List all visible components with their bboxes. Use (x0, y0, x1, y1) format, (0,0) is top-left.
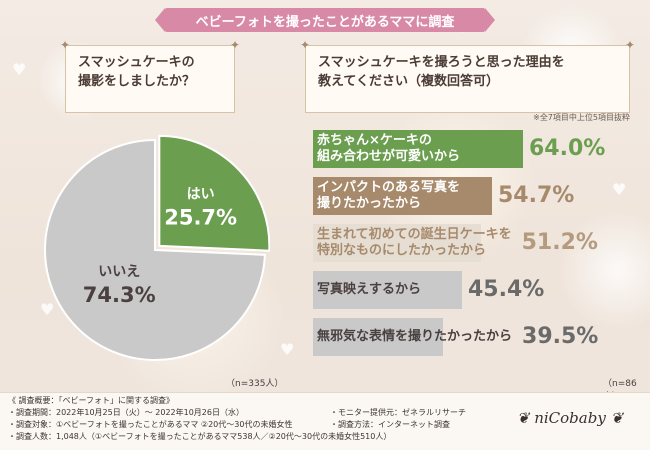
bar (313, 224, 481, 262)
left-question-line: 撮影をしましたか？ (78, 73, 196, 89)
pie-slice-label: いいえ (98, 264, 140, 280)
pie-slice-label: はい (187, 186, 215, 202)
bar (313, 271, 462, 309)
heart-icon: ♥ (280, 340, 295, 359)
pie-slice (44, 138, 266, 361)
logo-ornament-icon: ❦ (605, 409, 624, 427)
bar-value: 54.7% (498, 183, 575, 208)
logo-ornament-icon: ❦ (516, 409, 535, 427)
heart-icon: ♥ (40, 300, 55, 319)
footer-title: 《 調査概要：「ベビーフォト」に関する調査》 (8, 396, 175, 405)
bar-value: 39.5% (522, 324, 599, 349)
pie-slice (158, 134, 270, 252)
pie-sample-size: （n=335人） (226, 379, 284, 389)
pie-slice-value: 74.3% (83, 283, 156, 307)
footer-line: ・調査期間：2022年10月25日（火）～ 2022年10月26日（水） (8, 408, 244, 417)
logo-text: niCobaby (534, 409, 606, 427)
right-question-box: スマッシュケーキを撮ろうと思った理由を 教えてください（複数回答可） (300, 37, 635, 113)
pie-chart: はい 25.7% いいえ 74.3% (44, 134, 270, 361)
left-question-box: スマッシュケーキの 撮影をしましたか？ (60, 37, 240, 113)
bar-value: 64.0% (529, 136, 606, 161)
footer: 《 調査概要：「ベビーフォト」に関する調査》 ・調査期間：2022年10月25日… (0, 392, 650, 450)
bar (313, 318, 443, 356)
right-question-line: 教えてください（複数回答可） (318, 73, 499, 89)
bar-label: 無邪気な表情を撮りたかったから (317, 329, 513, 344)
right-question-line: スマッシュケーキを撮ろうと思った理由を (318, 55, 565, 70)
bar-value: 45.4% (468, 277, 545, 302)
bar (313, 130, 523, 168)
heart-icon: ♥ (12, 60, 27, 79)
page-title: ベビーフォトを撮ったことがあるママに調査 (155, 8, 495, 32)
heart-icon: ♥ (612, 180, 627, 199)
bar-label: 写真映えするから (317, 282, 422, 297)
bar-label: インパクトのある写真を 撮りたかったから (317, 180, 461, 211)
brand-logo: ❦ niCobaby ❦ (500, 403, 640, 433)
bar (313, 177, 492, 215)
footer-line: ・調査方法：インターネット調査 (330, 420, 450, 429)
left-question-line: スマッシュケーキの (78, 55, 195, 70)
pie-slice-value: 25.7% (164, 205, 237, 229)
bar-value: 51.2% (521, 230, 598, 255)
bar-label: 赤ちゃん×ケーキの 組み合わせが可愛いから (317, 133, 461, 164)
footer-line: ・モニター提供元：ゼネラルリサーチ (330, 408, 466, 417)
footer-line: ・調査人数：1,048人（①ベビーフォトを撮ったことがあるママ538人／②20代… (8, 432, 392, 441)
bar-label: 生まれて初めての誕生日ケーキを 特別なものにしたかったから (317, 227, 512, 258)
footer-line: ・調査対象：①ベビーフォトを撮ったことがあるママ ②20代～30代の未婚女性 (8, 420, 293, 429)
note-text: ※全7項目中上位5項目抜粋 (533, 113, 630, 122)
